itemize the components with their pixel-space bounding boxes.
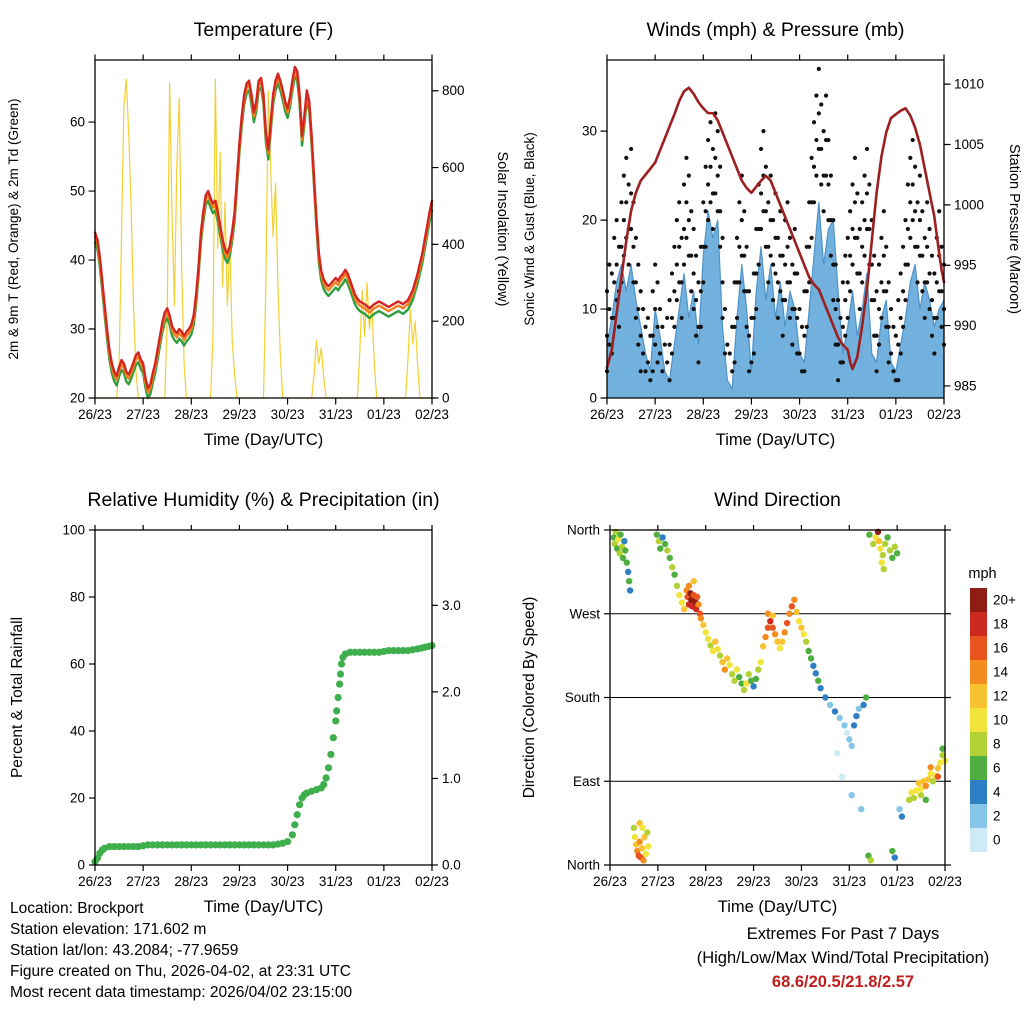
station-info: Location: Brockport Station elevation: 1… bbox=[10, 898, 352, 1003]
station-latlon: Station lat/lon: 43.2084; -77.9659 bbox=[10, 942, 239, 959]
extremes-block: Extremes For Past 7 Days (High/Low/Max W… bbox=[663, 922, 1023, 994]
extremes-values: 68.6/20.5/21.8/2.57 bbox=[771, 973, 915, 991]
winds-pressure-chart bbox=[512, 0, 1024, 470]
figure-created-timestamp: Figure created on Thu, 2026-04-02, at 23… bbox=[10, 963, 351, 980]
humidity-precip-chart bbox=[0, 470, 512, 920]
extremes-subtitle: (High/Low/Max Wind/Total Precipitation) bbox=[696, 949, 990, 967]
station-elevation: Station elevation: 171.602 m bbox=[10, 921, 207, 938]
temperature-chart bbox=[0, 0, 512, 470]
extremes-title: Extremes For Past 7 Days bbox=[746, 925, 940, 943]
recent-data-timestamp: Most recent data timestamp: 2026/04/02 2… bbox=[10, 984, 353, 1001]
wind-direction-chart bbox=[512, 470, 1024, 920]
station-location: Location: Brockport bbox=[10, 900, 144, 917]
